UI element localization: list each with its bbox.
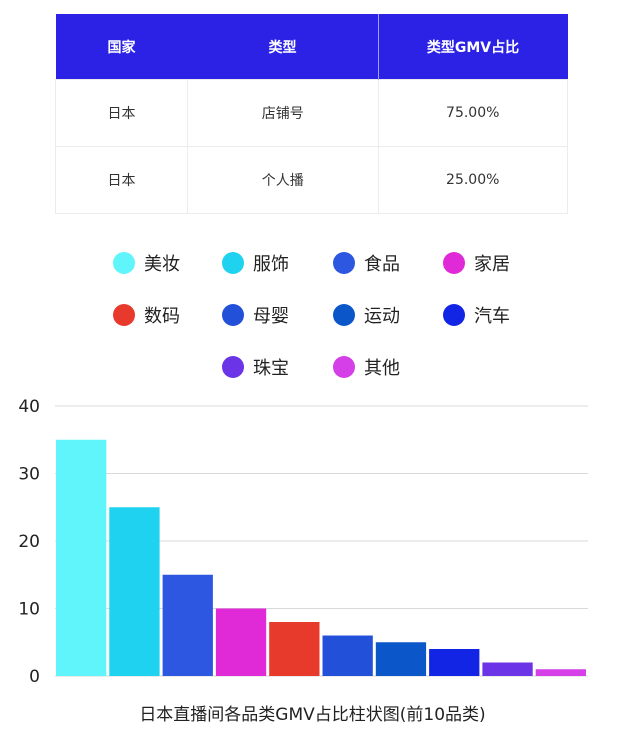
legend-swatch: [222, 356, 244, 378]
bar-服饰: [109, 507, 160, 676]
legend-item: 珠宝: [222, 354, 289, 380]
legend-item: 母婴: [222, 302, 289, 328]
legend-swatch: [113, 304, 135, 326]
legend-label: 食品: [364, 254, 400, 275]
legend-swatch: [443, 252, 465, 274]
bar-母婴: [322, 635, 373, 676]
legend-label: 服饰: [253, 254, 289, 275]
legend-label: 美妆: [144, 254, 180, 275]
legend-label: 数码: [144, 306, 180, 327]
table-row: 日本 店铺号 75.00%: [55, 79, 568, 147]
legend-label: 其他: [364, 358, 400, 379]
y-tick-label: 20: [18, 532, 40, 552]
legend-swatch: [222, 304, 244, 326]
bar-chart: 0 10 20 30 40: [18, 397, 588, 687]
bar-其他: [535, 669, 586, 676]
legend-label: 珠宝: [253, 358, 289, 379]
legend-item: 其他: [333, 354, 400, 380]
legend-item: 服饰: [222, 250, 289, 276]
cell-country: 日本: [55, 146, 188, 214]
legend-item: 数码: [113, 302, 180, 328]
header-type: 类型: [187, 14, 378, 80]
bar-运动: [375, 642, 427, 676]
legend-swatch: [333, 304, 355, 326]
bar-珠宝: [482, 662, 533, 676]
bar-美妆: [56, 439, 107, 676]
header-gmv-share: 类型GMV占比: [377, 14, 568, 80]
bar-汽车: [429, 649, 480, 676]
legend-item: 食品: [333, 250, 400, 276]
legend-label: 家居: [474, 254, 510, 275]
cell-country: 日本: [55, 79, 188, 147]
legend-swatch: [443, 304, 465, 326]
legend-label: 母婴: [253, 306, 289, 327]
cell-gmv-share: 75.00%: [377, 79, 568, 147]
bar-家居: [215, 608, 267, 676]
table-header-row: 国家 类型 类型GMV占比: [55, 14, 568, 80]
cell-type: 店铺号: [187, 79, 379, 147]
gmv-type-table: 国家 类型 类型GMV占比 日本 店铺号 75.00% 日本 个人播 25.00…: [55, 14, 568, 214]
header-country: 国家: [55, 14, 188, 80]
legend-label: 运动: [364, 306, 400, 327]
table-row: 日本 个人播 25.00%: [55, 146, 568, 214]
cell-type: 个人播: [187, 146, 379, 214]
legend-item: 家居: [443, 250, 510, 276]
y-tick-label: 40: [18, 397, 40, 417]
legend-item: 美妆: [113, 250, 180, 276]
legend-swatch: [222, 252, 244, 274]
legend-swatch: [333, 252, 355, 274]
y-tick-label: 0: [29, 667, 40, 687]
y-tick-label: 10: [18, 600, 40, 620]
legend-swatch: [333, 356, 355, 378]
y-tick-label: 30: [18, 465, 40, 485]
chart-title: 日本直播间各品类GMV占比柱状图(前10品类): [139, 705, 486, 725]
legend-swatch: [113, 252, 135, 274]
cell-gmv-share: 25.00%: [377, 146, 568, 214]
legend-item: 汽车: [443, 302, 510, 328]
bar-数码: [269, 622, 320, 676]
legend-label: 汽车: [474, 306, 510, 327]
legend-item: 运动: [333, 302, 400, 328]
bar-食品: [162, 574, 213, 676]
